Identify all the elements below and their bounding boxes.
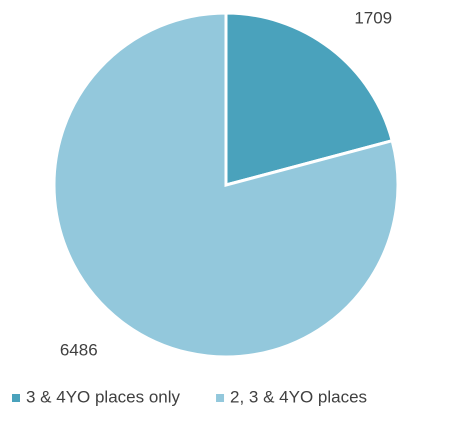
legend-label: 2, 3 & 4YO places (230, 387, 367, 406)
legend-label: 3 & 4YO places only (26, 387, 181, 406)
legend-swatch (12, 394, 20, 402)
data-label: 1709 (354, 8, 392, 27)
legend-swatch (216, 394, 225, 402)
pie-slice (52, 11, 400, 359)
data-label: 6486 (60, 341, 98, 360)
pie-slice (224, 11, 395, 187)
